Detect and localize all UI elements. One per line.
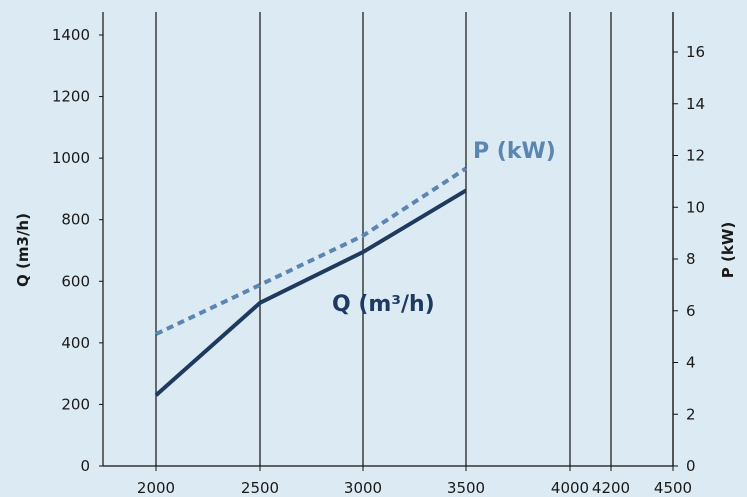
left-y-axis-ticks: 0 200 400 600 800 1000 1200 1400 <box>52 26 103 475</box>
x-tick-label-4500: 4500 <box>654 479 692 497</box>
left-y-tick-label-400: 400 <box>61 334 90 352</box>
right-y-tick-label-8: 8 <box>686 250 696 268</box>
right-y-tick-label-2: 2 <box>686 405 696 423</box>
series-line-p <box>155 166 468 336</box>
right-y-tick-label-0: 0 <box>686 457 696 475</box>
left-y-tick-label-800: 800 <box>61 211 90 229</box>
series-label-p: P (kW) <box>473 139 556 164</box>
x-tick-label-2500: 2500 <box>241 479 279 497</box>
x-tick-label-3500: 3500 <box>447 479 485 497</box>
left-y-tick-label-1000: 1000 <box>52 149 90 167</box>
right-y-tick-label-14: 14 <box>686 95 705 113</box>
series-lines <box>154 166 468 397</box>
right-y-tick-label-16: 16 <box>686 43 705 61</box>
x-axis-ticks: 2000 2500 3000 3500 4000 4200 4500 <box>137 466 692 497</box>
right-y-tick-label-12: 12 <box>686 147 705 165</box>
left-y-tick-label-200: 200 <box>61 395 90 413</box>
x-tick-label-4000: 4000 <box>551 479 589 497</box>
right-y-axis-label: P (kW) <box>719 222 737 278</box>
axes <box>102 12 674 467</box>
x-tick-label-2000: 2000 <box>137 479 175 497</box>
x-tick-label-3000: 3000 <box>344 479 382 497</box>
series-line-q <box>154 188 468 397</box>
x-tick-label-4200: 4200 <box>592 479 630 497</box>
left-y-tick-label-600: 600 <box>61 272 90 290</box>
left-y-tick-label-0: 0 <box>80 457 90 475</box>
left-y-axis-label: Q (m3/h) <box>14 213 32 287</box>
right-y-tick-label-10: 10 <box>686 198 705 216</box>
right-y-axis-ticks: 0 2 4 6 8 10 12 14 16 <box>673 43 705 475</box>
left-y-tick-label-1200: 1200 <box>52 88 90 106</box>
right-y-tick-label-6: 6 <box>686 302 696 320</box>
left-y-tick-label-1400: 1400 <box>52 26 90 44</box>
series-label-q: Q (m³/h) <box>332 292 435 317</box>
right-y-tick-label-4: 4 <box>686 354 696 372</box>
